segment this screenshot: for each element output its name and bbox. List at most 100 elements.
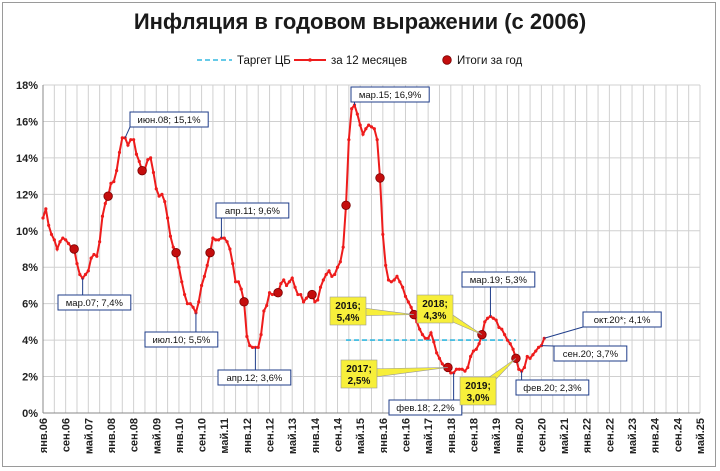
year-end-point <box>375 173 385 183</box>
series-point-12m <box>228 247 232 251</box>
callout-text: 2017; <box>346 364 372 375</box>
series-point-12m <box>160 192 164 196</box>
callout-yellow: 2017;2,5% <box>340 359 448 389</box>
x-tick-label: сен.22 <box>604 418 616 452</box>
series-point-12m <box>491 316 495 320</box>
callout-box <box>129 111 209 128</box>
series-point-12m <box>132 138 136 142</box>
series-point-12m <box>236 280 241 284</box>
series-point-12m <box>386 278 391 282</box>
x-tick-label: май.11 <box>219 418 231 454</box>
series-point-12m <box>316 298 320 302</box>
series-point-12m <box>471 349 476 353</box>
series-point-12m <box>469 354 473 359</box>
series-point-12m <box>256 345 260 349</box>
series-point-12m <box>497 325 501 329</box>
series-point-12m <box>47 223 51 227</box>
callout-label: сен.20; 3,7% <box>541 345 628 362</box>
x-tick-label: сен.24 <box>672 417 684 452</box>
series-point-12m <box>395 274 399 278</box>
callout-text: 2,5% <box>348 376 371 387</box>
series-point-12m <box>525 354 529 359</box>
series-point-12m <box>78 272 82 277</box>
x-tick-label: янв.22 <box>582 418 594 453</box>
series-point-12m <box>284 283 289 288</box>
year-end-point <box>103 191 113 201</box>
callout-label: окт.20*; 4,1% <box>544 311 662 339</box>
series-point-12m <box>435 351 439 355</box>
series-point-12m <box>494 318 498 322</box>
series-point-12m <box>381 232 385 237</box>
callout-label: апр.12; 3,6% <box>217 347 292 386</box>
year-end-point <box>171 247 181 258</box>
callout-label: июн.08; 15,1% <box>124 111 209 139</box>
series-point-12m <box>109 181 113 185</box>
callout-text: фев.18; 2,2% <box>396 403 455 414</box>
series-point-12m <box>120 136 124 140</box>
callout-box <box>459 376 497 406</box>
series-point-12m <box>214 238 218 242</box>
y-tick-label: 0% <box>22 408 38 420</box>
year-end-point <box>307 289 317 300</box>
series-point-12m <box>333 272 337 277</box>
series-point-12m <box>534 349 538 353</box>
callout-box <box>329 296 367 326</box>
year-end-point <box>205 247 215 258</box>
series-point-12m <box>86 269 90 273</box>
series-point-12m <box>335 265 340 269</box>
x-tick-label: янв.24 <box>650 417 662 453</box>
series-point-12m <box>103 201 107 206</box>
series-point-12m <box>137 159 141 164</box>
series-point-12m <box>389 280 393 284</box>
series-point-12m <box>502 333 507 337</box>
x-tick-label: сен.06 <box>61 418 73 452</box>
callout-leader <box>544 326 584 339</box>
year-end-point <box>341 200 351 210</box>
series-point-12m <box>52 238 56 242</box>
series-point-12m <box>191 305 195 309</box>
series-point-12m <box>358 123 362 127</box>
callout-text: 2016; <box>335 301 361 312</box>
x-tick-label: сен.14 <box>333 417 345 452</box>
series-point-12m <box>171 245 175 249</box>
series-point-12m <box>188 302 192 306</box>
callout-text: 2019; <box>465 381 491 392</box>
series-point-12m <box>364 127 368 131</box>
series-point-12m <box>511 347 515 351</box>
y-tick-label: 14% <box>16 153 38 165</box>
series-point-12m <box>299 292 303 297</box>
series-point-12m <box>372 127 376 131</box>
year-end-point <box>137 165 147 176</box>
x-tick-label: сен.08 <box>129 418 141 452</box>
x-tick-label: май.17 <box>423 418 435 454</box>
callout-box <box>553 345 628 362</box>
callout-label: июл.10; 5,5% <box>144 312 219 348</box>
series-point-12m <box>409 305 413 309</box>
y-tick-label: 8% <box>22 262 38 274</box>
callout-box <box>340 359 378 389</box>
series-point-12m <box>486 316 490 320</box>
series-point-12m <box>338 260 342 264</box>
series-point-12m <box>163 200 167 204</box>
series-point-12m <box>180 280 184 284</box>
callout-label: фев.20; 2,3% <box>515 371 590 396</box>
series-point-12m <box>64 238 68 242</box>
series-point-12m <box>517 367 521 371</box>
y-tick-label: 12% <box>16 189 38 201</box>
series-point-12m <box>347 138 351 142</box>
x-tick-label: янв.16 <box>378 418 390 453</box>
x-tick-label: май.15 <box>355 418 367 454</box>
year-end-point <box>69 244 79 254</box>
series-point-12m <box>154 187 158 191</box>
series-point-12m <box>327 269 331 273</box>
series-point-12m <box>250 345 255 349</box>
callout-box <box>57 294 132 311</box>
callout-label: мар.15; 16,9% <box>350 86 430 106</box>
series-point-12m <box>440 362 444 366</box>
series-point-12m <box>375 138 379 142</box>
callout-text: окт.20*; 4,1% <box>594 315 651 326</box>
x-tick-label: янв.08 <box>106 418 118 453</box>
series-point-12m <box>157 194 161 198</box>
x-tick-label: янв.18 <box>446 418 458 453</box>
series-point-12m <box>83 272 88 277</box>
